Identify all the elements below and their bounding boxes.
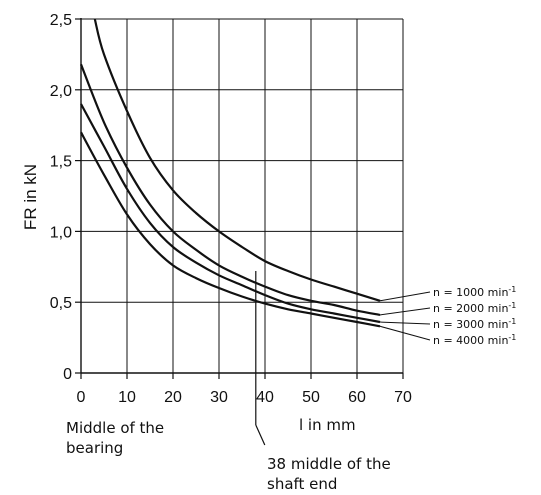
series-line-2 (79, 63, 381, 316)
y-tick-label: 0,5 (50, 295, 72, 312)
x-tick-label: 50 (302, 389, 320, 406)
legend-leader-2 (379, 307, 431, 316)
legend-label-4: n = 4000 min-1 (433, 333, 516, 347)
y-tick-label: 2,5 (50, 12, 72, 29)
bearing-annotation-line1: Middle of the (66, 419, 164, 437)
grid (80, 18, 404, 374)
y-tick-label: 1,0 (50, 224, 72, 241)
y-axis-label: FR in kN (21, 164, 40, 230)
shaft-end-annotation-line1: 38 middle of the (267, 455, 391, 473)
series-line-3 (80, 103, 381, 324)
x-tick-labels: 0 10 20 30 40 50 60 70 (77, 389, 412, 406)
y-tick-label: 1,5 (50, 154, 72, 171)
shaft-end-annotation-line2: shaft end (267, 475, 337, 493)
legend-leader-4 (379, 325, 431, 341)
series-line-4 (80, 131, 381, 328)
legend-label-3: n = 3000 min-1 (433, 317, 516, 331)
legend-label-2: n = 2000 min-1 (433, 301, 516, 315)
series-lines (79, 18, 381, 328)
x-tick-label: 30 (210, 389, 228, 406)
y-tick-labels: 0 0,5 1,0 1,5 2,0 2,5 (50, 12, 72, 383)
legend-leader-1 (379, 291, 431, 302)
x-tick-label: 20 (164, 389, 182, 406)
legend-label-1: n = 1000 min-1 (433, 285, 516, 299)
shaft-end-marker (255, 271, 266, 446)
bearing-annotation-line2: bearing (66, 439, 123, 457)
shaft-end-leader (255, 424, 266, 446)
x-tick-label: 70 (394, 389, 412, 406)
legend: n = 1000 min-1 n = 2000 min-1 n = 3000 min… (379, 285, 516, 347)
x-axis-label: l in mm (299, 416, 356, 434)
x-tick-label: 60 (348, 389, 366, 406)
legend-leader-3 (379, 321, 431, 325)
axes (75, 18, 404, 379)
x-tick-label: 10 (118, 389, 136, 406)
x-tick-label: 0 (77, 389, 86, 406)
series-line-1 (93, 18, 381, 302)
x-tick-label: 40 (256, 389, 274, 406)
y-tick-label: 0 (63, 366, 72, 383)
y-tick-label: 2,0 (50, 83, 72, 100)
